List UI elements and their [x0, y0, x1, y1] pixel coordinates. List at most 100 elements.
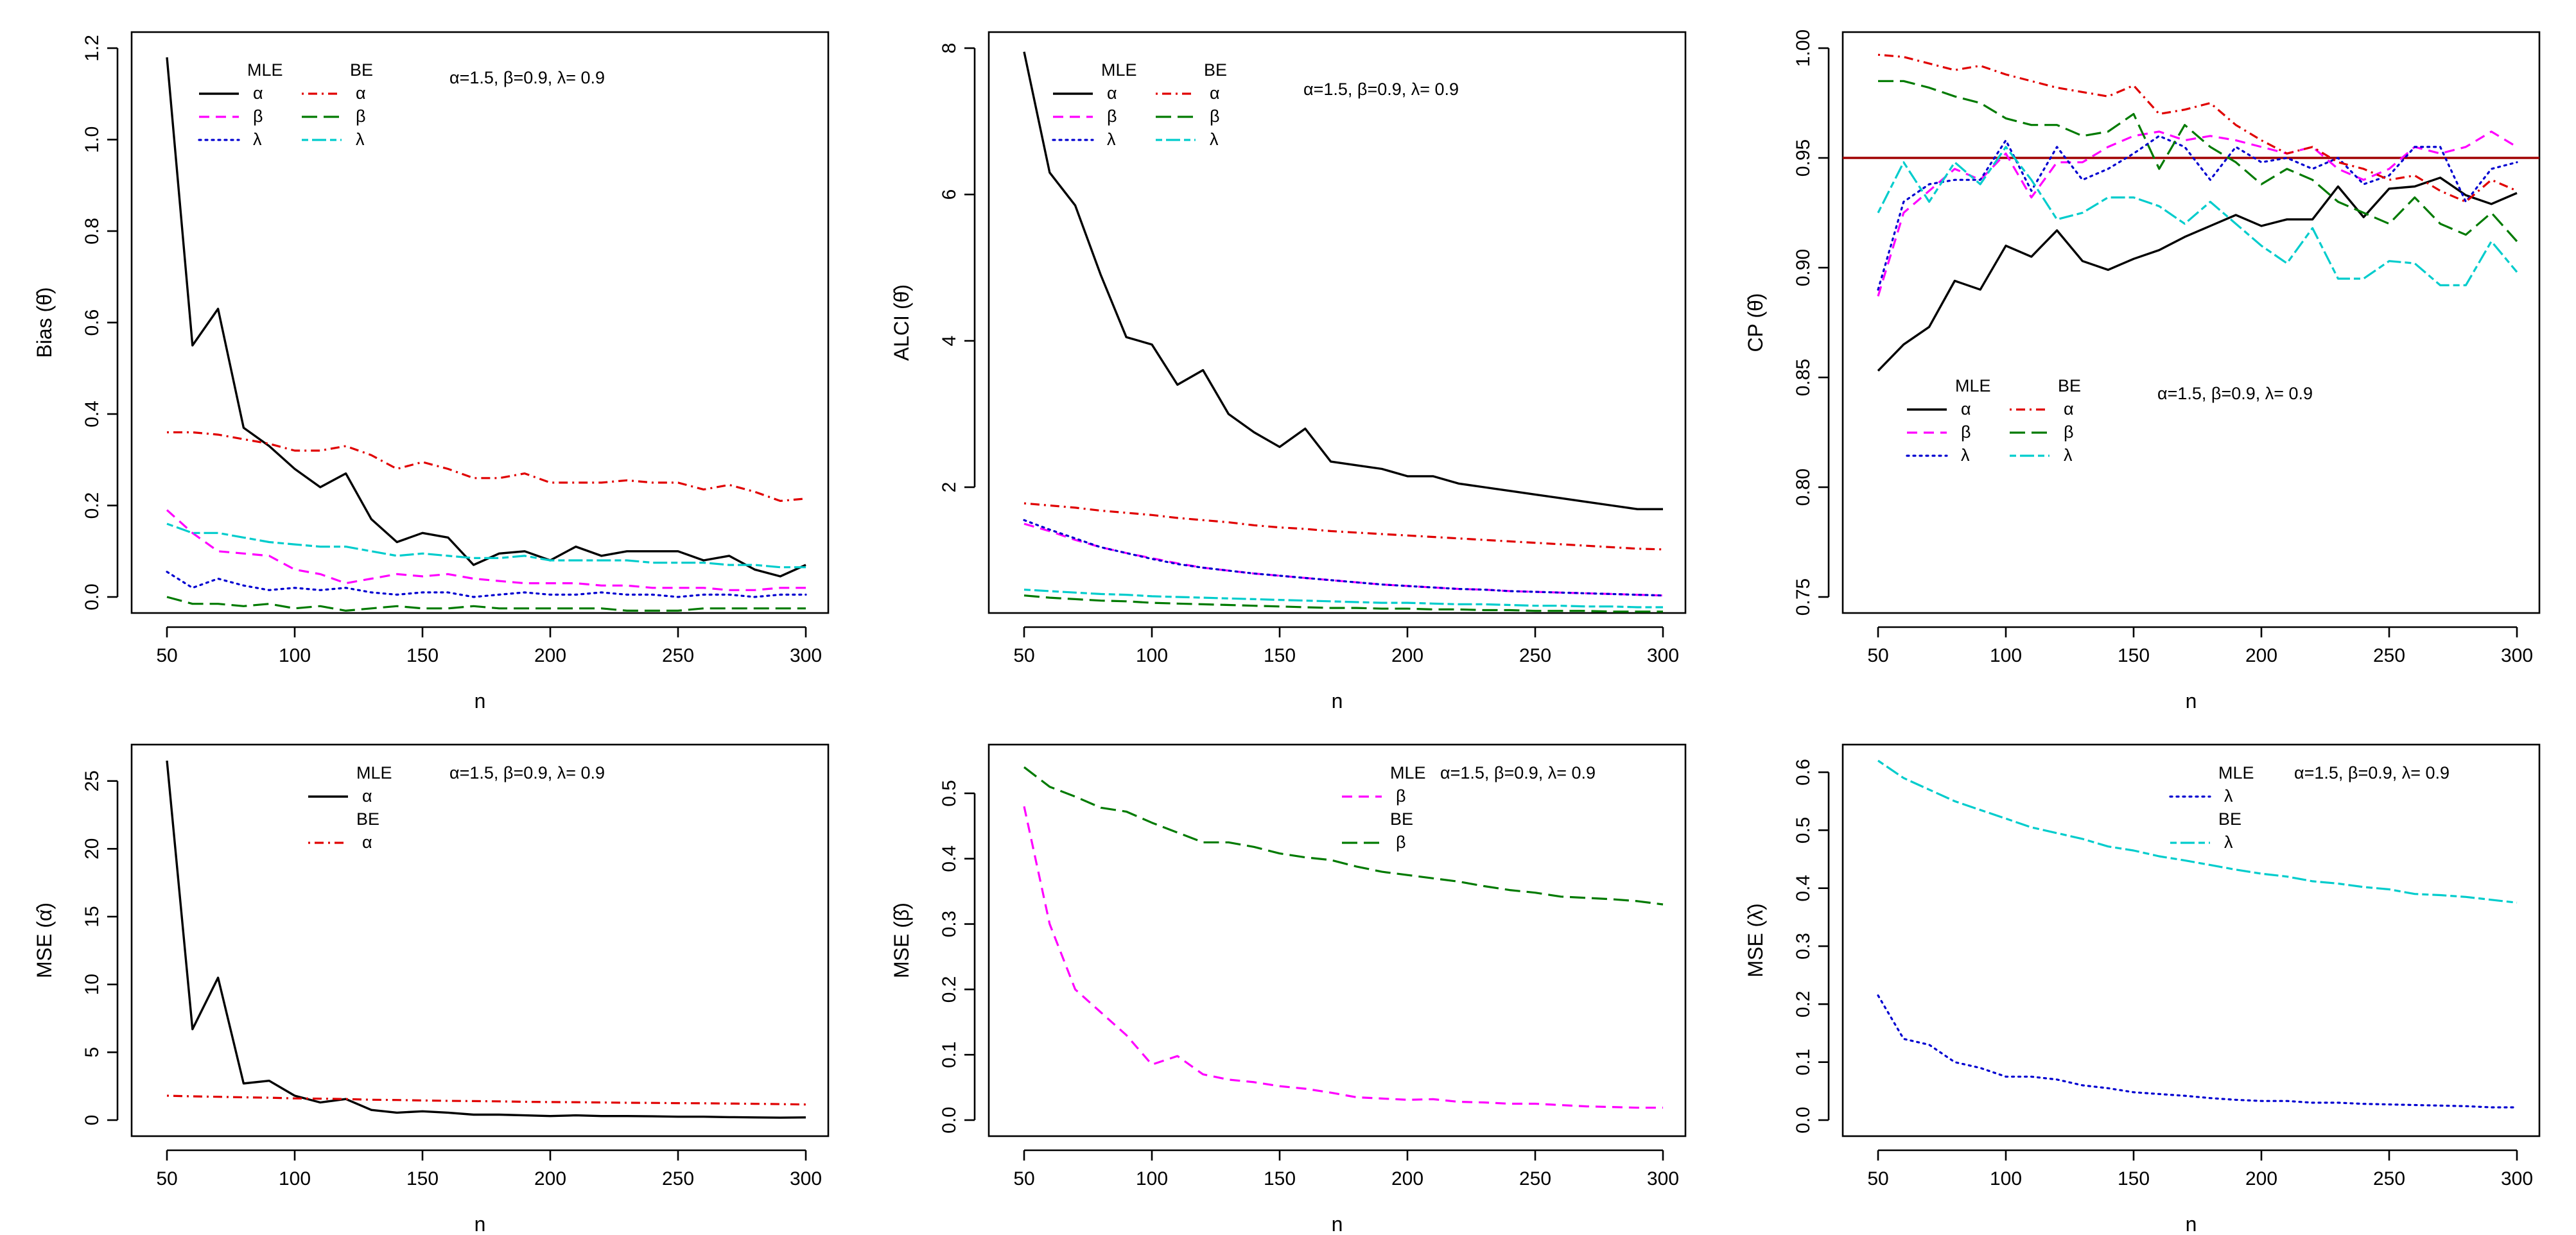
legend-label: β — [253, 107, 263, 126]
x-tick-label: 50 — [156, 645, 177, 666]
y-tick-label: 1.00 — [1793, 30, 1814, 67]
legend-header: MLE — [356, 763, 392, 782]
x-tick-label: 100 — [1990, 1168, 2022, 1189]
series-group — [166, 57, 807, 612]
x-tick-label: 200 — [2245, 1168, 2277, 1189]
legend-label: λ — [2064, 445, 2073, 465]
y-tick-label: 0.0 — [1793, 1107, 1814, 1134]
y-tick-label: 0.95 — [1793, 139, 1814, 177]
series-line-mle-lambda_mle — [1023, 519, 1664, 597]
legend-header: BE — [2218, 809, 2241, 829]
legend-header: MLE — [1101, 60, 1137, 80]
legend-label: λ — [356, 130, 365, 149]
legend-label: α — [356, 83, 366, 103]
parameter-annotation: α=1.5, β=0.9, λ= 0.9 — [2294, 763, 2450, 782]
legend-label: λ — [1961, 445, 1970, 465]
y-tick-label: 0.5 — [939, 780, 960, 807]
x-axis-title: n — [474, 689, 486, 712]
legend-label: α — [2064, 399, 2074, 419]
x-axis-title: n — [2186, 689, 2197, 712]
legend-header: MLE — [2218, 763, 2254, 782]
legend-label: α — [1107, 83, 1117, 103]
x-tick-label: 250 — [662, 645, 694, 666]
series-line-be-alpha_be — [1023, 502, 1664, 551]
y-tick-label: 0.4 — [82, 401, 103, 428]
parameter-annotation: α=1.5, β=0.9, λ= 0.9 — [1303, 80, 1459, 99]
legend-header: BE — [356, 809, 379, 829]
y-axis-title: CP (θ̂) — [1744, 293, 1767, 352]
y-tick-label: 0.3 — [1793, 933, 1814, 960]
x-axis-title: n — [2186, 1213, 2197, 1235]
series-line-mle-beta_mle — [1877, 130, 2518, 297]
x-tick-label: 300 — [2501, 1168, 2533, 1189]
x-tick-label: 50 — [1013, 645, 1034, 666]
y-axis: 0.0 0.2 0.4 0.6 0.8 1.0 1.2 Bias (θ̂) — [33, 35, 119, 610]
parameter-annotation: α=1.5, β=0.9, λ= 0.9 — [1440, 763, 1596, 782]
chart-panel-mse_beta: 50 100 150 200 250 300 n 0.0 0.1 0.2 0.3 0.4 0.5 MSE … — [890, 743, 1687, 1235]
legend-header: BE — [1390, 809, 1413, 829]
x-tick-label: 250 — [1519, 645, 1551, 666]
x-axis-title: n — [474, 1213, 486, 1235]
x-tick-label: 150 — [1264, 645, 1296, 666]
y-tick-label: 0.0 — [82, 583, 103, 610]
chart-panel-bias: 50 100 150 200 250 300 n 0.0 0.2 0.4 0.6 0.8 1.0 1.2 B… — [33, 31, 830, 712]
legend-label: λ — [1210, 130, 1219, 149]
y-tick-label: 0.0 — [939, 1107, 960, 1134]
y-axis-title: Bias (θ̂) — [33, 287, 56, 358]
y-tick-label: 0.6 — [82, 309, 103, 336]
series-line-be-beta_be — [1023, 594, 1663, 613]
series-line-mle-beta_mle — [1023, 806, 1663, 1109]
x-tick-label: 250 — [2373, 645, 2405, 666]
x-tick-label: 150 — [1264, 1168, 1296, 1189]
legend-header: BE — [1204, 60, 1227, 80]
x-axis-title: n — [1332, 1213, 1343, 1235]
series-group — [1023, 51, 1664, 613]
series-line-be-beta_be — [1878, 80, 2518, 243]
chart-panel-cp: 50 100 150 200 250 300 n 0.75 0.80 0.85 0.90 0.95 1.… — [1744, 30, 2541, 712]
y-tick-label: 0.8 — [82, 218, 103, 245]
legend-label: β — [1396, 833, 1406, 852]
x-tick-label: 300 — [1647, 1168, 1679, 1189]
series-line-mle-alpha_mle — [1023, 51, 1663, 510]
legend-label: α — [362, 786, 372, 806]
x-tick-label: 100 — [1136, 645, 1168, 666]
y-axis: 0.75 0.80 0.85 0.90 0.95 1.00 CP (θ̂) — [1744, 30, 1830, 616]
y-tick-label: 0.4 — [939, 845, 960, 872]
y-tick-label: 1.0 — [82, 126, 103, 153]
legend-label: λ — [2224, 786, 2233, 806]
y-tick-label: 25 — [82, 770, 103, 791]
parameter-annotation: α=1.5, β=0.9, λ= 0.9 — [449, 68, 605, 87]
x-tick-label: 300 — [790, 1168, 822, 1189]
series-line-mle-lambda_mle — [1877, 994, 2518, 1109]
y-axis-title: MSE (α̂) — [33, 902, 56, 978]
x-tick-label: 250 — [2373, 1168, 2405, 1189]
legend: MLE β BE β — [1342, 763, 1426, 852]
plot-frame — [988, 31, 1687, 614]
series-line-mle-alpha_mle — [166, 57, 806, 578]
x-tick-label: 300 — [790, 645, 822, 666]
series-line-mle-beta_mle — [1023, 522, 1664, 597]
x-tick-label: 300 — [2501, 645, 2533, 666]
y-tick-label: 8 — [939, 43, 960, 54]
legend-header: BE — [2058, 376, 2081, 395]
plot-frame — [130, 31, 830, 614]
legend-label: λ — [1107, 130, 1116, 149]
legend: MLE λ BE λ — [2169, 763, 2254, 852]
series-group — [1877, 759, 2518, 1109]
parameter-annotation: α=1.5, β=0.9, λ= 0.9 — [449, 763, 605, 782]
legend-label: α — [1961, 399, 1971, 419]
x-tick-label: 50 — [156, 1168, 177, 1189]
legend-label: β — [1396, 786, 1406, 806]
y-tick-label: 15 — [82, 906, 103, 927]
series-line-mle-beta_mle — [166, 509, 806, 591]
chart-panel-mse_lambda: 50 100 150 200 250 300 n 0.0 0.1 0.2 0.3 0.4 0.5 0.6 M… — [1744, 743, 2541, 1235]
x-tick-label: 200 — [2245, 645, 2277, 666]
y-tick-label: 6 — [939, 189, 960, 200]
y-tick-label: 0.85 — [1793, 359, 1814, 396]
series-line-mle-lambda_mle — [1877, 135, 2518, 291]
legend-label: β — [356, 107, 366, 126]
plot-frame — [1841, 743, 2541, 1137]
